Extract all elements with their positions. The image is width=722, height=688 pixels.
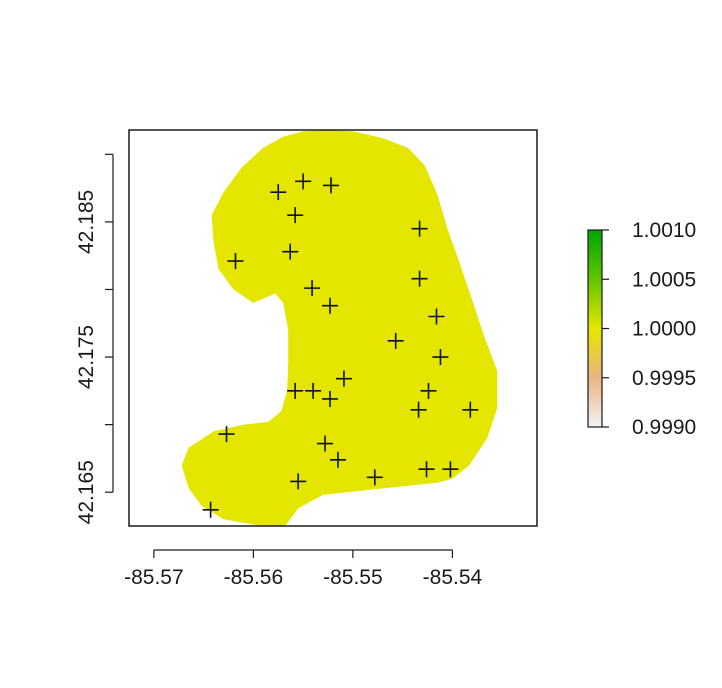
sample-point-marker xyxy=(295,173,312,190)
sample-point-marker xyxy=(335,370,352,387)
sample-point-marker xyxy=(411,220,428,237)
sample-point-marker xyxy=(287,382,304,399)
sample-point-marker xyxy=(428,308,445,325)
y-tick-label: 42.165 xyxy=(75,460,98,524)
sample-point-marker xyxy=(366,469,383,486)
colorbar-tick-label: 0.9990 xyxy=(632,416,696,439)
y-tick-label: 42.185 xyxy=(75,190,98,254)
y-axis: 42.165 42.175 42.185 xyxy=(75,153,114,524)
sample-point-marker xyxy=(202,501,219,518)
sample-point-marker xyxy=(411,270,428,287)
sample-point-marker xyxy=(317,435,334,452)
colorbar-tick-label: 1.0010 xyxy=(632,219,696,242)
sample-point-marker xyxy=(432,349,449,366)
x-tick-label: -85.56 xyxy=(224,566,284,589)
sample-point-marker xyxy=(322,390,339,407)
sample-point-marker xyxy=(418,461,435,478)
x-tick-label: -85.57 xyxy=(124,566,184,589)
y-tick-label: 42.175 xyxy=(75,325,98,389)
sample-point-marker xyxy=(218,426,235,443)
colorbar-ramp xyxy=(587,229,603,428)
x-axis: -85.57 -85.56 -85.55 -85.54 xyxy=(124,549,483,589)
sample-point-marker xyxy=(323,177,340,194)
colorbar-tick-label: 1.0000 xyxy=(632,318,696,341)
x-tick-label: -85.55 xyxy=(323,566,383,589)
sample-point-marker xyxy=(282,243,299,260)
sample-points xyxy=(202,173,479,518)
colorbar-tick-label: 1.0005 xyxy=(632,268,696,291)
sample-point-marker xyxy=(304,280,321,297)
sample-point-marker xyxy=(305,382,322,399)
sample-point-marker xyxy=(462,401,479,418)
sample-point-marker xyxy=(322,297,339,314)
sample-point-marker xyxy=(442,461,459,478)
sample-point-marker xyxy=(329,451,346,468)
x-tick-label: -85.54 xyxy=(423,566,483,589)
sample-point-marker xyxy=(387,332,404,349)
sample-point-marker xyxy=(227,253,244,270)
sample-point-marker xyxy=(270,184,287,201)
sample-point-marker xyxy=(410,401,427,418)
sample-point-marker xyxy=(420,382,437,399)
sample-point-marker xyxy=(290,473,307,490)
colorbar-legend: 0.9990 0.9995 1.0000 1.0005 1.0010 xyxy=(587,219,696,439)
plot-frame xyxy=(128,129,538,527)
colorbar-tick-label: 0.9995 xyxy=(632,367,696,390)
sample-point-marker xyxy=(287,207,304,224)
